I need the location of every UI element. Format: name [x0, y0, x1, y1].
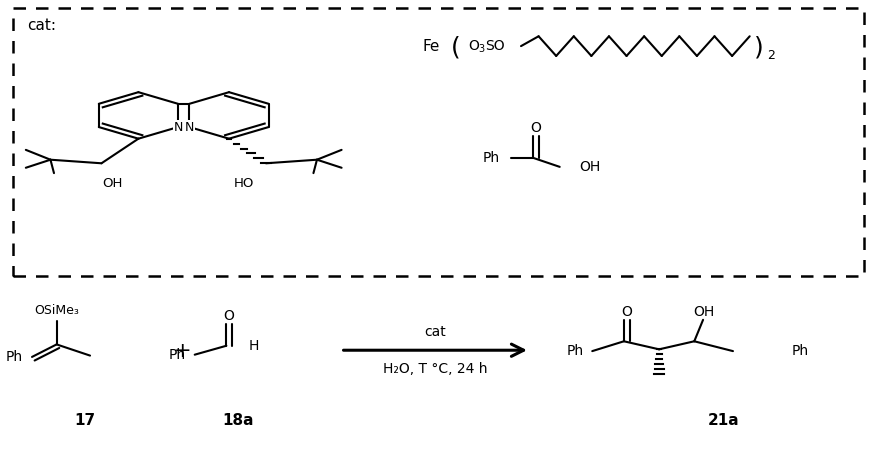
Text: cat:: cat:: [26, 18, 56, 33]
Text: Ph: Ph: [6, 350, 23, 364]
Text: OSiMe₃: OSiMe₃: [34, 304, 79, 317]
Text: OH: OH: [102, 177, 122, 190]
Text: H₂O, T °C, 24 h: H₂O, T °C, 24 h: [382, 362, 487, 376]
Text: 17: 17: [74, 414, 95, 428]
Text: SO: SO: [485, 39, 504, 53]
Text: 3: 3: [479, 44, 485, 54]
Text: Ph: Ph: [483, 151, 500, 165]
Text: HO: HO: [233, 177, 253, 190]
Text: OH: OH: [579, 160, 600, 174]
Text: N: N: [185, 121, 194, 134]
Text: O: O: [531, 122, 541, 135]
Text: O: O: [621, 305, 632, 319]
Text: cat: cat: [424, 325, 446, 339]
Text: 2: 2: [766, 49, 774, 62]
Text: O: O: [223, 309, 235, 323]
Text: Fe: Fe: [422, 39, 440, 54]
Text: H: H: [248, 339, 259, 353]
Text: 21a: 21a: [707, 414, 739, 428]
Text: Ph: Ph: [566, 344, 584, 358]
Text: (: (: [451, 36, 461, 59]
Text: Ph: Ph: [169, 348, 186, 362]
Text: N: N: [173, 121, 183, 134]
Text: O: O: [468, 39, 479, 53]
Text: ): ): [753, 36, 763, 59]
Text: 18a: 18a: [222, 414, 253, 428]
Text: OH: OH: [693, 305, 714, 319]
Text: +: +: [174, 341, 192, 361]
Text: Ph: Ph: [792, 344, 809, 358]
